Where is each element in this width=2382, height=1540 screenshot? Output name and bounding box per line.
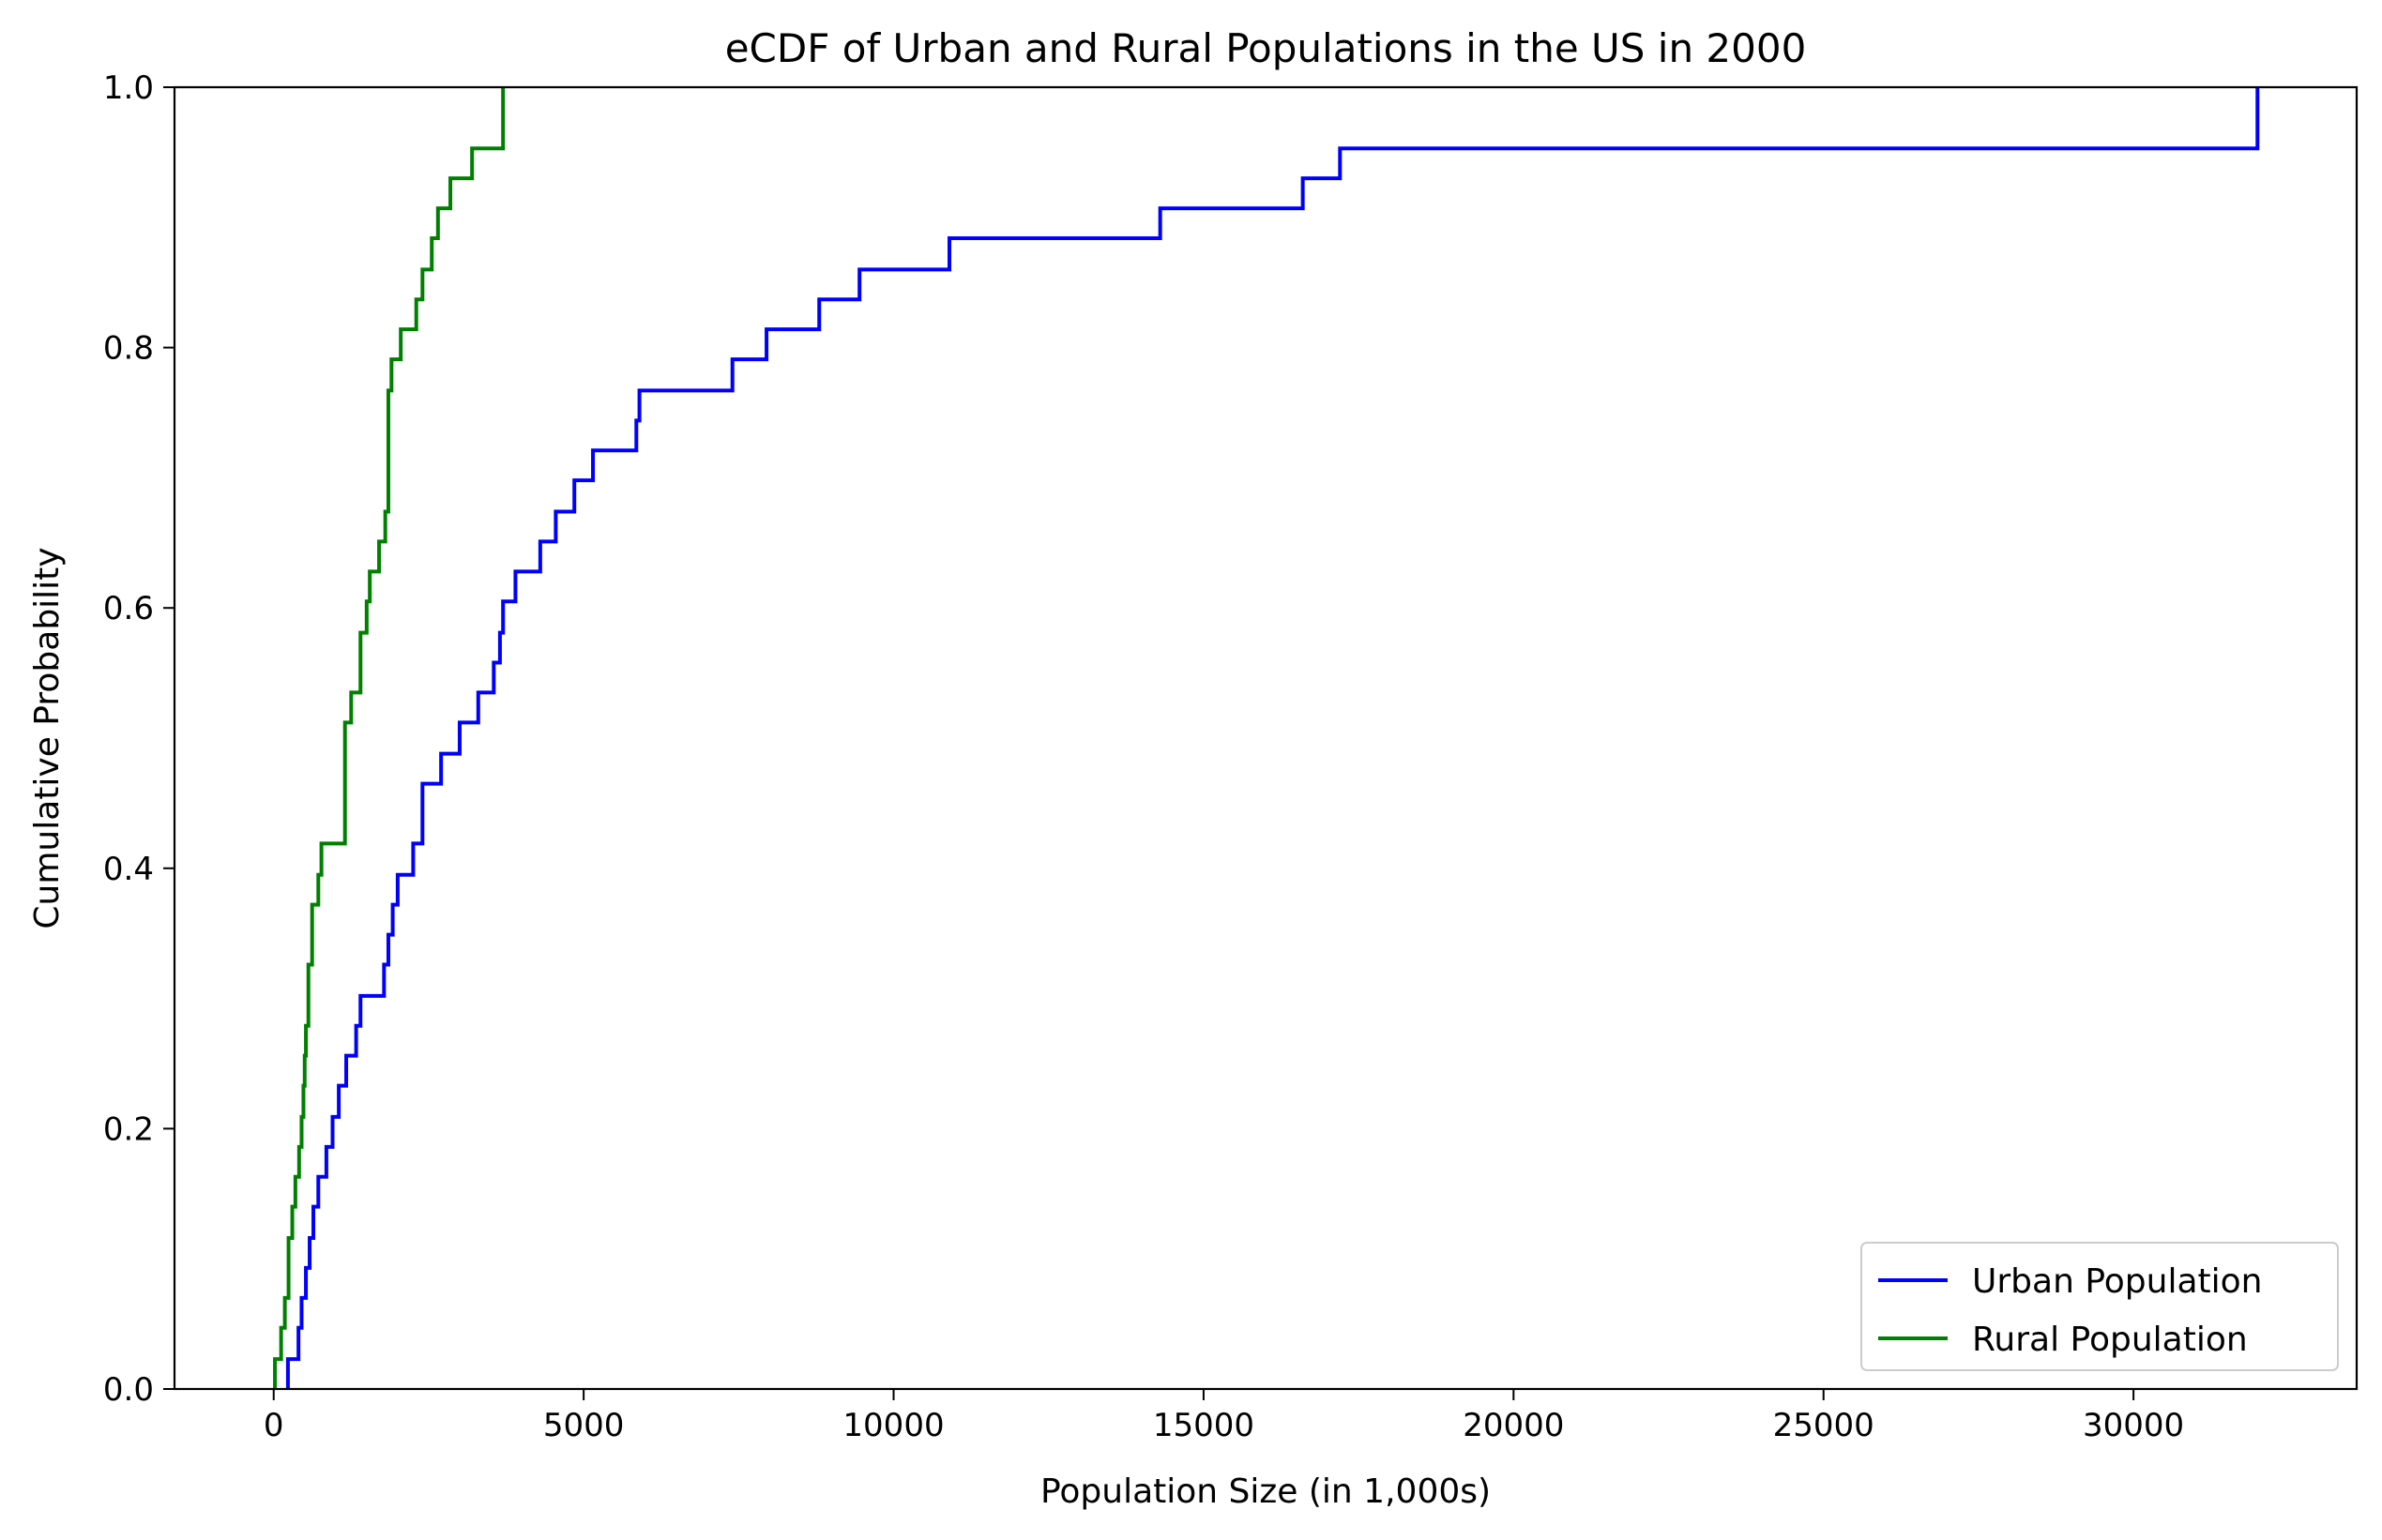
legend: Urban Population Rural Population — [1860, 1242, 2339, 1371]
y-tick-label: 0.4 — [103, 851, 154, 888]
x-tick-label: 10000 — [842, 1407, 944, 1444]
y-tick-label: 1.0 — [103, 69, 154, 107]
series-line-rural — [273, 87, 506, 1389]
y-tick-label: 0.0 — [103, 1371, 154, 1409]
legend-box — [1860, 1242, 2339, 1371]
chart-title: eCDF of Urban and Rural Populations in t… — [725, 25, 1807, 71]
series-layer — [273, 87, 2260, 1389]
legend-label-rural: Rural Population — [1972, 1321, 2248, 1359]
y-tick-label: 0.6 — [103, 590, 154, 627]
y-tick-label: 0.8 — [103, 330, 154, 368]
x-tick-label: 30000 — [2083, 1407, 2184, 1444]
x-tick-label: 5000 — [543, 1407, 625, 1444]
x-tick-label: 25000 — [1773, 1407, 1874, 1444]
axes-layer: 0 5000 10000 15000 20000 25000 30000 0.0 0.2 0.4 0… — [103, 69, 2359, 1444]
plot-area — [174, 87, 2357, 1389]
y-axis-label: Cumulative Probability — [28, 547, 67, 929]
series-line-urban — [285, 87, 2260, 1389]
y-tick-label: 0.2 — [103, 1110, 154, 1148]
x-tick-label: 20000 — [1463, 1407, 1564, 1444]
plot-background — [174, 87, 2357, 1389]
axes-frame — [173, 85, 2359, 1391]
x-tick-label: 0 — [264, 1407, 284, 1444]
x-tick-label: 15000 — [1153, 1407, 1254, 1444]
x-axis-label: Population Size (in 1,000s) — [1040, 1472, 1491, 1511]
legend-label-urban: Urban Population — [1972, 1262, 2262, 1301]
